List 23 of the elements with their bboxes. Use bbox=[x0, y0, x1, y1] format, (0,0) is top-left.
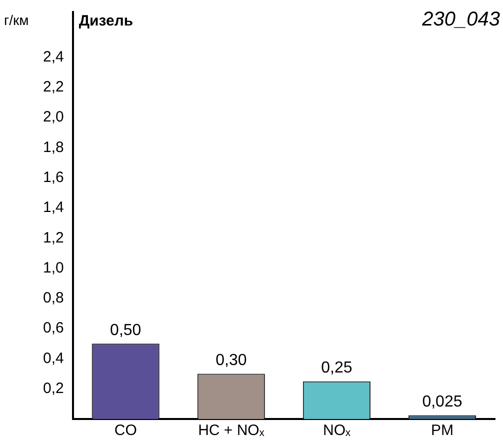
x-tick-label: PM bbox=[430, 422, 454, 440]
y-tick-label: 1,8 bbox=[42, 138, 64, 156]
data-label: 0,025 bbox=[422, 394, 462, 411]
y-tick-label: 1,0 bbox=[42, 259, 64, 276]
y-tick-label: 1,6 bbox=[42, 168, 64, 186]
data-label: 0,25 bbox=[321, 360, 352, 377]
y-tick-label: 2,2 bbox=[42, 78, 64, 96]
annotation: 230_043 bbox=[421, 8, 500, 31]
y-tick-label: 2,4 bbox=[42, 48, 64, 66]
y-tick-label: 0,2 bbox=[42, 380, 64, 397]
x-tick-label: HC + NOₓ bbox=[198, 422, 264, 440]
y-axis-title: г/км bbox=[4, 12, 29, 28]
x-tick-label: NOₓ bbox=[322, 422, 350, 440]
data-label: 0,30 bbox=[216, 352, 247, 370]
chart-title: Дизель bbox=[78, 12, 134, 30]
data-label: 0,50 bbox=[110, 322, 142, 340]
y-tick-label: 1,2 bbox=[42, 229, 64, 246]
y-tick-label: 0,4 bbox=[42, 350, 64, 367]
y-tick-label: 0,6 bbox=[42, 320, 64, 337]
y-tick-label: 0,8 bbox=[42, 290, 64, 307]
x-tick-label: CO bbox=[114, 422, 137, 440]
y-tick-label: 1,4 bbox=[42, 199, 64, 216]
y-tick-label: 2,0 bbox=[42, 108, 64, 126]
